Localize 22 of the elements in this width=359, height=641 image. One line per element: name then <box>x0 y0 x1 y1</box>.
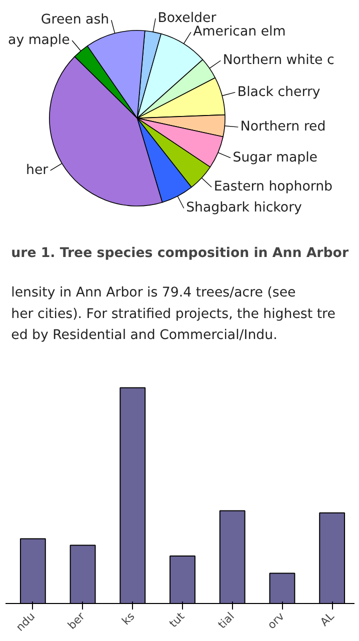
x-tick-label: ndu <box>14 610 38 634</box>
slice-label: Northern red <box>240 120 326 135</box>
slice-label: Boxelder <box>158 10 217 26</box>
slice-label: Sugar maple <box>232 150 318 166</box>
slice-label: Shagbark hickory <box>186 200 302 216</box>
slice-label: her <box>26 162 49 178</box>
slice-label: ay maple <box>8 33 70 48</box>
slice-label: American elm <box>193 24 286 40</box>
x-tick-label: ber <box>65 610 88 632</box>
slice-label: Black cherry <box>237 84 320 100</box>
x-tick-label: tut <box>166 609 188 630</box>
text: ed by Residential and Commercial/Indu. <box>11 328 278 344</box>
x-tick-label: tial <box>216 610 237 632</box>
text: lensity in Ann Arbor is 79.4 trees/acre (see <box>11 285 296 300</box>
x-tick-label: AL <box>318 609 338 629</box>
slice-label: Northern white c <box>222 53 334 68</box>
text: ure 1. Tree species composition in Ann Arbor <box>11 246 349 261</box>
x-tick-label: ks <box>119 610 138 628</box>
slice-label: Eastern hophornb <box>214 180 333 195</box>
text: her cities). For stratified projects, the highest tre <box>11 306 336 322</box>
x-tick-label: orv <box>265 610 288 632</box>
slice-label: Green ash <box>40 12 110 28</box>
